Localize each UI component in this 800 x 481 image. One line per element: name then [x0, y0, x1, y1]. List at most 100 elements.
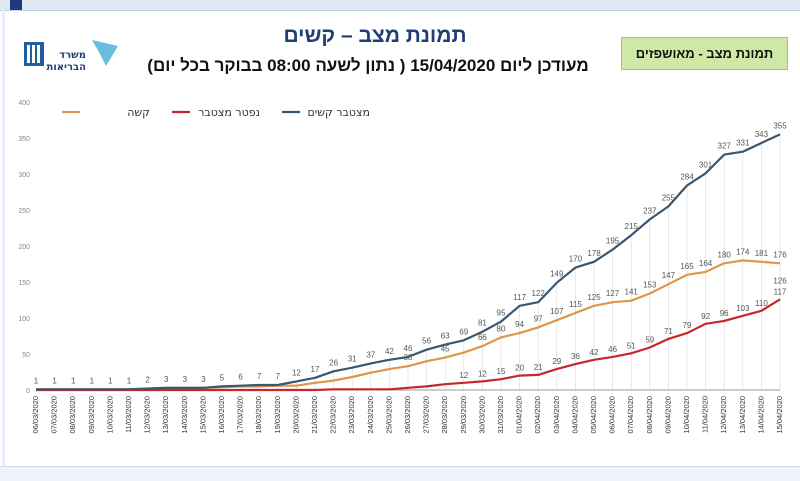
y-tick-label: 400 [18, 100, 30, 107]
x-tick-label: 07/04/2020 [626, 396, 635, 434]
legend-label: קשה [127, 106, 150, 119]
data-label: 178 [587, 249, 601, 258]
data-label: 255 [662, 193, 676, 202]
data-label: 97 [534, 314, 543, 323]
data-label: 147 [662, 271, 676, 280]
x-tick-label: 17/03/2020 [236, 396, 245, 434]
data-label: 15 [497, 367, 506, 376]
data-label: 5 [220, 373, 225, 382]
x-tick-label: 02/04/2020 [533, 396, 542, 434]
data-label: 6 [238, 373, 243, 382]
x-tick-label: 08/04/2020 [645, 396, 654, 434]
y-tick-label: 200 [18, 244, 30, 251]
chart-container: 0 50 100 150 200 250 300 350 400 06/03/2020 07/03/… [10, 90, 795, 465]
data-label: 80 [497, 324, 506, 333]
x-tick-label: 15/04/2020 [775, 396, 784, 434]
data-label: 110 [755, 299, 768, 308]
data-label: 122 [532, 289, 546, 298]
data-label: 153 [643, 281, 657, 290]
x-tick-label: 11/04/2020 [701, 396, 710, 433]
x-tick-label: 10/03/2020 [105, 396, 114, 434]
x-tick-label: 13/03/2020 [161, 396, 170, 434]
data-label: 71 [664, 327, 673, 336]
legend-label: מצטבר קשים [307, 106, 370, 119]
x-tick-label: 05/04/2020 [589, 396, 598, 434]
y-tick-label: 0 [26, 388, 30, 395]
data-label: 26 [329, 358, 338, 367]
data-label: 37 [366, 350, 375, 359]
data-label: 3 [183, 375, 188, 384]
legend-label: נפטר מצטבר [198, 106, 260, 119]
x-tick-label: 07/03/2020 [50, 396, 59, 434]
logo-line-2: הבריאות [47, 62, 86, 73]
data-label: 20 [515, 364, 524, 373]
page-subtitle: מעודכן ליום 15/04/2020 ( נתון לשעה 08:00… [147, 56, 589, 75]
data-label: 355 [773, 121, 787, 130]
data-label: 117 [513, 293, 526, 302]
page-title: תמונת מצב – קשים [283, 24, 467, 47]
x-tick-label: 26/03/2020 [403, 396, 412, 434]
y-tick-label: 50 [22, 352, 30, 359]
data-label: 56 [422, 337, 431, 346]
x-tick-label: 27/03/2020 [422, 396, 431, 434]
data-label: 36 [571, 352, 580, 361]
data-label: 3 [164, 375, 169, 384]
x-tick-label: 14/03/2020 [180, 396, 189, 434]
data-label: 94 [515, 320, 524, 329]
x-tick-label: 04/04/2020 [570, 396, 579, 434]
data-label: 284 [680, 173, 694, 182]
data-label: 1 [108, 376, 113, 385]
data-label: 21 [534, 363, 543, 372]
data-label: 170 [569, 255, 583, 264]
data-label: 29 [552, 357, 561, 366]
data-label: 141 [625, 288, 639, 297]
data-label: 95 [497, 309, 506, 318]
data-label: 42 [590, 348, 599, 357]
data-label: 63 [441, 332, 450, 341]
x-tick-label: 06/04/2020 [608, 396, 617, 434]
ministry-logo-graphic: משרד הבריאות [24, 40, 118, 73]
x-tick-label: 19/03/2020 [273, 396, 282, 434]
data-label: 92 [701, 312, 710, 321]
data-label: 7 [276, 372, 281, 381]
data-label: 180 [718, 250, 732, 259]
data-label: 343 [755, 130, 769, 139]
data-label: 174 [736, 247, 750, 256]
left-frame [2, 10, 5, 480]
x-tick-label: 08/03/2020 [68, 396, 77, 434]
x-tick-label: 23/03/2020 [347, 396, 356, 434]
data-label: 164 [699, 259, 713, 268]
data-label: 31 [348, 355, 357, 364]
series-line-1 [36, 298, 781, 392]
y-tick-label: 150 [18, 280, 30, 287]
data-label: 81 [478, 319, 487, 328]
x-tick-label: 24/03/2020 [366, 396, 375, 434]
x-tick-label: 12/04/2020 [719, 396, 728, 434]
x-tick-label: 10/04/2020 [682, 396, 691, 434]
data-label: 107 [550, 307, 564, 316]
data-label: 66 [478, 333, 487, 342]
data-label: 96 [720, 309, 729, 318]
x-tick-label: 01/04/2020 [515, 396, 524, 434]
x-tick-label: 03/04/2020 [552, 396, 561, 434]
data-label: 301 [699, 160, 713, 169]
data-label: 38 [404, 353, 413, 362]
bottom-band [0, 466, 800, 481]
data-label: 115 [569, 300, 582, 309]
data-label: 7 [257, 372, 262, 381]
top-band [0, 0, 800, 11]
x-tick-label: 14/04/2020 [756, 396, 765, 434]
data-label: 3 [201, 375, 206, 384]
x-tick-label: 20/03/2020 [291, 396, 300, 434]
data-label: 1 [71, 376, 76, 385]
data-label: 1 [52, 376, 57, 385]
line-chart: 0 50 100 150 200 250 300 350 400 06/03/2020 07/03/… [18, 100, 787, 434]
data-label: 46 [608, 345, 617, 354]
x-tick-label: 09/04/2020 [663, 396, 672, 434]
data-label: 176 [773, 250, 787, 259]
x-tick-label: 30/03/2020 [477, 396, 486, 434]
data-label: 1 [90, 376, 95, 385]
data-label: 2 [145, 376, 150, 385]
y-tick-label: 100 [18, 316, 30, 323]
data-label: 46 [404, 344, 413, 353]
